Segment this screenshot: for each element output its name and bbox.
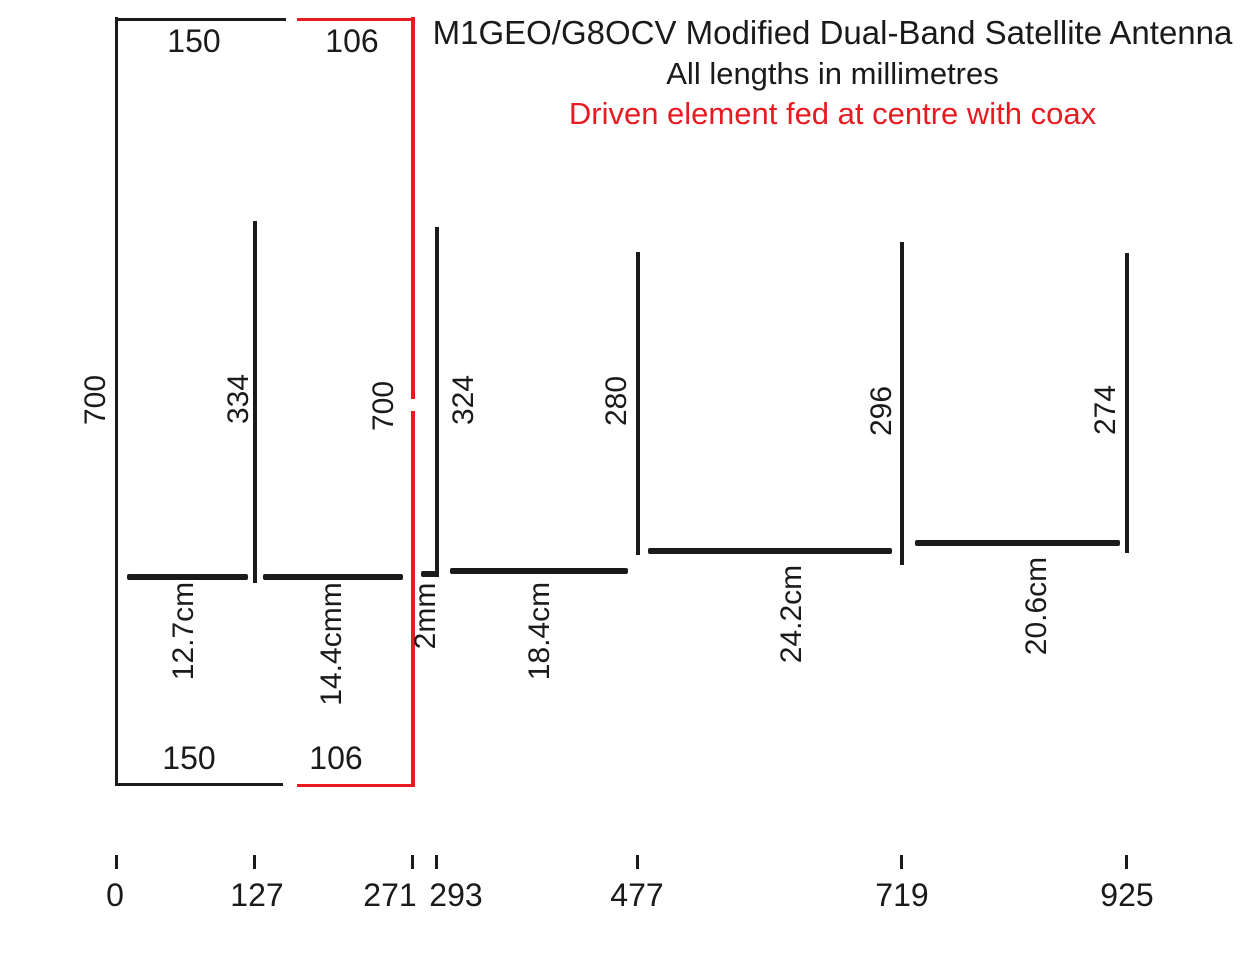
top-left-width-label: 150 — [167, 23, 221, 59]
scale-label-0: 0 — [106, 877, 124, 913]
spacing-bar-14-4cmm — [263, 574, 403, 580]
element-296-line — [900, 242, 904, 565]
element-280-line — [636, 252, 640, 555]
element-274-line — [1125, 253, 1129, 553]
title-block: M1GEO/G8OCV Modified Dual-Band Satellite… — [420, 12, 1245, 134]
element-334-label: 334 — [222, 373, 255, 425]
element-280-label: 280 — [600, 375, 633, 427]
diagram-title: M1GEO/G8OCV Modified Dual-Band Satellite… — [432, 14, 1233, 51]
top-right-width-label: 106 — [325, 23, 379, 59]
spacing-bar-12-7cm — [127, 574, 248, 580]
folded-left-element-line — [115, 17, 118, 785]
element-334-line — [253, 221, 257, 583]
spacing-2mm-label: 2mm — [409, 582, 442, 650]
bottom-left-width-label: 150 — [162, 740, 216, 776]
driven-element-length-label: 700 — [367, 380, 400, 432]
driven-element-line-upper — [411, 17, 415, 399]
scale-label-925: 925 — [1100, 877, 1154, 913]
spacing-14-4cmm-label: 14.4cmm — [315, 582, 348, 706]
element-274-label: 274 — [1089, 384, 1122, 436]
driven-element-note: Driven element fed at centre with coax — [568, 96, 1097, 131]
spacing-24-2cm-label: 24.2cm — [775, 564, 808, 664]
spacing-bar-24-2cm — [648, 548, 892, 554]
spacing-20-6cm-label: 20.6cm — [1020, 556, 1053, 656]
scale-label-477: 477 — [610, 877, 664, 913]
spacing-18-4cm-label: 18.4cm — [523, 581, 556, 681]
scale-label-719: 719 — [875, 877, 929, 913]
scale-tick-0 — [115, 855, 118, 869]
scale-tick-293 — [435, 855, 438, 869]
spacing-bar-20-6cm — [915, 540, 1120, 546]
folded-bottom-right-line — [297, 784, 415, 787]
left-element-length-label: 700 — [79, 374, 112, 426]
spacing-bar-18-4cm — [450, 568, 628, 574]
element-296-label: 296 — [865, 385, 898, 437]
scale-label-293: 293 — [429, 877, 483, 913]
bottom-right-width-label: 106 — [309, 740, 363, 776]
scale-tick-477 — [636, 855, 639, 869]
element-324-label: 324 — [447, 374, 480, 426]
scale-label-127: 127 — [230, 877, 284, 913]
scale-tick-127 — [253, 855, 256, 869]
diagram-subtitle: All lengths in millimetres — [666, 56, 999, 91]
scale-tick-719 — [900, 855, 903, 869]
folded-top-right-line — [297, 18, 415, 21]
scale-tick-925 — [1125, 855, 1128, 869]
folded-top-left-line — [115, 18, 286, 21]
scale-tick-271 — [411, 855, 414, 869]
folded-bottom-left-line — [115, 783, 283, 786]
spacing-12-7cm-label: 12.7cm — [167, 581, 200, 681]
spacing-bar-2mm — [421, 571, 436, 577]
scale-label-271: 271 — [363, 877, 417, 913]
driven-element-line-lower — [411, 411, 415, 785]
element-324-line — [435, 227, 439, 577]
